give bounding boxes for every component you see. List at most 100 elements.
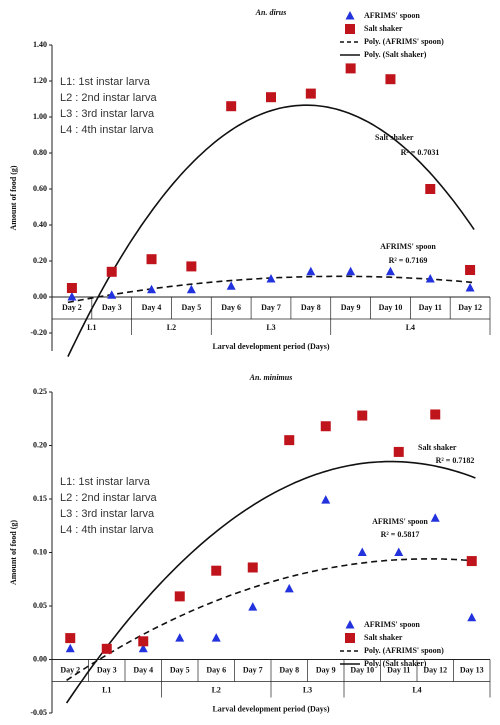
- marker: [211, 633, 221, 642]
- marker: [306, 266, 316, 276]
- y-tick-label: 0.80: [33, 148, 47, 157]
- marker: [305, 88, 316, 99]
- legend-label: Poly. (AFRIMS' spoon): [364, 37, 444, 46]
- y-tick-label: 1.20: [33, 76, 47, 85]
- annotation: R² = 0.7169: [389, 256, 428, 265]
- marker: [107, 290, 117, 299]
- y-tick-label: 0.15: [33, 494, 47, 503]
- x-tick-label: Day 7: [261, 303, 281, 312]
- stage-notes: L1: 1st instar larva L2 : 2nd instar larv…: [60, 76, 157, 136]
- marker: [385, 266, 395, 276]
- legend-label: Poly. (Salt shaker): [364, 50, 427, 59]
- legend-label: Salt shaker: [364, 24, 403, 33]
- annotation: Salt shaker: [418, 443, 457, 452]
- x-tick-label: Day 8: [301, 303, 321, 312]
- stage-notes: L1: 1st instar larva L2 : 2nd instar larv…: [60, 476, 157, 536]
- marker: [266, 92, 276, 103]
- stage-label: L1: [102, 685, 111, 694]
- x-tick-label: Day 5: [170, 665, 190, 674]
- marker: [320, 421, 331, 432]
- y-tick-label: 0.25: [33, 387, 47, 396]
- y-tick-label: 0.20: [33, 440, 47, 449]
- marker: [186, 261, 197, 272]
- marker: [430, 409, 441, 420]
- marker: [357, 547, 367, 556]
- marker: [174, 591, 185, 602]
- annotation: R² = 0.7031: [401, 148, 440, 157]
- annotation: AFRIMS' spoon: [380, 242, 436, 251]
- stage-label: L3: [303, 685, 312, 694]
- y-tick-label: -0.05: [30, 708, 47, 717]
- x-tick-label: Day 12: [458, 303, 482, 312]
- legend-label: Salt shaker: [364, 633, 403, 642]
- stage-note: L2 : 2nd instar larva: [60, 92, 157, 104]
- stage-note: L4 : 4th instar larva: [60, 124, 154, 136]
- stage-label: L2: [167, 323, 176, 332]
- marker: [226, 101, 237, 112]
- marker: [425, 274, 435, 283]
- x-axis-title: Larval development period (Days): [212, 704, 329, 713]
- x-tick-label: Day 2: [62, 303, 82, 312]
- legend-label: AFRIMS' spoon: [364, 620, 420, 629]
- marker: [65, 633, 76, 644]
- y-tick-label: 0.40: [33, 220, 47, 229]
- marker: [345, 24, 355, 34]
- trend-line: [67, 104, 475, 357]
- marker: [346, 266, 356, 276]
- y-axis-title: Amount of food (g): [9, 165, 18, 230]
- y-tick-label: 1.00: [33, 112, 47, 121]
- marker: [425, 184, 436, 194]
- legend-label: AFRIMS' spoon: [364, 11, 420, 20]
- marker: [67, 292, 77, 301]
- x-tick-label: Day 6: [221, 303, 241, 312]
- marker: [138, 636, 149, 647]
- stage-label: L4: [412, 685, 421, 694]
- marker: [345, 633, 355, 643]
- x-tick-label: Day 7: [243, 665, 263, 674]
- marker: [467, 612, 477, 622]
- annotation: AFRIMS' spoon: [372, 517, 428, 526]
- marker: [147, 284, 157, 294]
- x-tick-label: Day 10: [379, 303, 403, 312]
- marker: [284, 583, 294, 593]
- x-tick-label: Day 9: [316, 665, 336, 674]
- annotation: Salt shaker: [375, 133, 414, 142]
- x-tick-label: Day 11: [387, 665, 410, 674]
- y-tick-label: 0.00: [33, 654, 47, 663]
- trend-line: [65, 460, 476, 704]
- x-tick-label: Day 3: [102, 303, 122, 312]
- marker: [284, 435, 295, 446]
- marker: [248, 602, 258, 611]
- x-tick-label: Day 11: [419, 303, 442, 312]
- y-axis-title: Amount of food (g): [9, 520, 18, 585]
- marker: [211, 565, 222, 576]
- stage-label: L3: [266, 323, 275, 332]
- marker: [226, 281, 236, 290]
- marker: [345, 63, 356, 74]
- stage-note: L3 : 3rd instar larva: [60, 508, 155, 520]
- marker: [345, 620, 355, 629]
- chart-title: An. dirus: [255, 8, 287, 17]
- y-tick-label: 0.00: [33, 292, 47, 301]
- marker: [321, 495, 331, 504]
- marker: [385, 74, 396, 85]
- marker: [345, 11, 355, 20]
- marker: [175, 633, 185, 642]
- legend: AFRIMS' spoon Salt shaker Poly. (AFRIMS' s…: [340, 11, 444, 59]
- marker: [247, 562, 258, 573]
- annotation: R² = 0.7182: [436, 456, 475, 465]
- x-tick-label: Day 6: [206, 665, 226, 674]
- x-tick-label: Day 2: [60, 665, 80, 674]
- marker: [66, 283, 77, 293]
- stage-label: L4: [406, 323, 415, 332]
- marker: [394, 547, 404, 556]
- stage-note: L2 : 2nd instar larva: [60, 492, 157, 504]
- y-tick-label: 0.60: [33, 184, 47, 193]
- stage-note: L4 : 4th instar larva: [60, 524, 154, 536]
- marker: [186, 284, 196, 294]
- x-tick-label: Day 9: [341, 303, 361, 312]
- marker: [357, 410, 368, 421]
- marker: [101, 643, 112, 654]
- marker: [65, 643, 75, 653]
